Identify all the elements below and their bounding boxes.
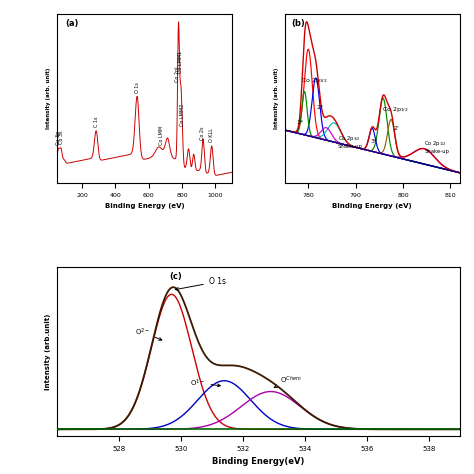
Y-axis label: Intensity (arb. unit): Intensity (arb. unit) xyxy=(46,68,51,129)
X-axis label: Binding Energy (eV): Binding Energy (eV) xyxy=(105,203,184,209)
Y-axis label: Intensity (arb. unit): Intensity (arb. unit) xyxy=(274,68,279,129)
Text: O KLL: O KLL xyxy=(209,128,214,142)
X-axis label: Binding Energy (eV): Binding Energy (eV) xyxy=(332,203,412,209)
Text: Cu 3p: Cu 3p xyxy=(56,131,61,146)
Text: Co LMM2: Co LMM2 xyxy=(180,104,185,126)
Text: Co LMM: Co LMM xyxy=(159,126,164,146)
Y-axis label: Intensity (arb.unit): Intensity (arb.unit) xyxy=(46,313,51,390)
Text: Co 2p$_{3/2}$: Co 2p$_{3/2}$ xyxy=(301,76,328,85)
Text: O$^{2-}$: O$^{2-}$ xyxy=(135,326,162,340)
Text: Co 2p$_{1/2}$: Co 2p$_{1/2}$ xyxy=(382,105,408,114)
Text: Co 2p$_{3/2}$
Shake-up: Co 2p$_{3/2}$ Shake-up xyxy=(337,135,363,149)
Text: (a): (a) xyxy=(65,19,79,28)
Text: O 1s: O 1s xyxy=(135,82,140,92)
Text: O 1s: O 1s xyxy=(175,277,226,291)
Text: (b): (b) xyxy=(292,19,305,28)
Text: 3*: 3* xyxy=(296,120,303,125)
Text: O$^{Chem}$: O$^{Chem}$ xyxy=(274,375,301,388)
Text: Co 3s: Co 3s xyxy=(59,131,64,145)
Text: Co 2p$_{1/2}$
Shake-up: Co 2p$_{1/2}$ Shake-up xyxy=(424,140,449,154)
Text: O$^{1-}$: O$^{1-}$ xyxy=(191,377,220,389)
X-axis label: Binding Energy(eV): Binding Energy(eV) xyxy=(212,457,304,466)
Text: C 1s: C 1s xyxy=(93,117,99,127)
Text: 3*: 3* xyxy=(371,139,378,145)
Text: Co 2s: Co 2s xyxy=(200,127,205,140)
Text: (c): (c) xyxy=(170,273,182,282)
Text: Co 2pL: Co 2pL xyxy=(175,65,180,82)
Text: Co LMM1: Co LMM1 xyxy=(177,51,182,73)
Text: 2*: 2* xyxy=(317,105,324,110)
Text: 2': 2' xyxy=(393,126,400,131)
